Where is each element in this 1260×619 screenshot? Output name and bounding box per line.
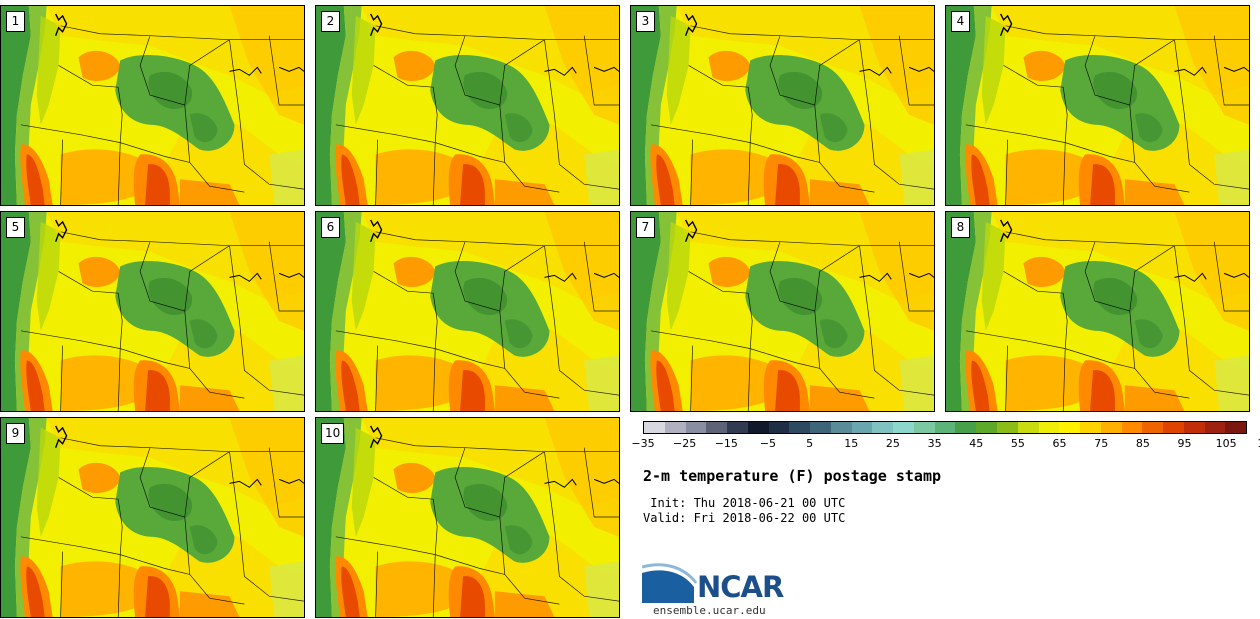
site-url: ensemble.ucar.edu [653,604,766,617]
chart-title: 2-m temperature (F) postage stamp [643,467,942,485]
temperature-map [316,212,619,411]
member-number: 7 [636,217,655,238]
temperature-map [946,212,1249,411]
member-number: 4 [951,11,970,32]
member-panel-3: 3 [630,5,935,206]
colorbar-tick-label: −35 [631,437,655,450]
ncar-logo-text: NCAR [697,570,784,604]
member-number: 9 [6,423,25,444]
ncar-logo-swoosh-icon [642,563,698,603]
temperature-map [946,6,1249,205]
colorbar-tick-label: −5 [759,437,777,450]
colorbar-swatch [768,422,790,433]
colorbar-swatch [1225,422,1247,433]
colorbar-tick-label: 115 [1257,437,1260,450]
colorbar-swatch [1038,422,1060,433]
temperature-map [1,418,304,617]
colorbar-swatch [1059,422,1081,433]
colorbar-swatch [830,422,852,433]
member-number: 3 [636,11,655,32]
colorbar-tick-label: 35 [927,437,942,450]
colorbar-tick-label: 55 [1010,437,1025,450]
colorbar-swatch [727,422,748,433]
colorbar-tick-label: 85 [1135,437,1150,450]
colorbar-swatch [913,422,935,433]
colorbar-swatch [976,422,998,433]
colorbar-swatch [1183,422,1205,433]
colorbar-swatch [644,422,665,433]
colorbar-swatch [1204,422,1226,433]
member-panel-8: 8 [945,211,1250,412]
colorbar-tick-label: 105 [1215,437,1237,450]
colorbar-swatch [1142,422,1164,433]
member-number: 6 [321,217,340,238]
colorbar-swatch [851,422,873,433]
colorbar-swatch [1017,422,1039,433]
temperature-map [1,212,304,411]
colorbar-tick-label: 5 [806,437,814,450]
temperature-map [631,6,934,205]
colorbar-swatch [934,422,956,433]
colorbar-tick-label: 25 [885,437,900,450]
colorbar-swatch [1163,422,1184,433]
temperature-colorbar [643,421,1247,434]
member-panel-5: 5 [0,211,305,412]
colorbar-swatch [1100,422,1122,433]
member-panel-4: 4 [945,5,1250,206]
colorbar-tick-label: 45 [969,437,984,450]
colorbar-tick-label: −25 [673,437,697,450]
colorbar-swatch [1121,422,1143,433]
member-panel-2: 2 [315,5,620,206]
colorbar-tick-label: 75 [1094,437,1109,450]
temperature-map [316,418,619,617]
member-number: 2 [321,11,340,32]
member-number: 10 [321,423,345,444]
colorbar-tick-label: 65 [1052,437,1067,450]
member-panel-9: 9 [0,417,305,618]
colorbar-swatch [664,422,686,433]
colorbar-tick-label: −15 [714,437,738,450]
colorbar-swatch [747,422,769,433]
colorbar-swatch [893,422,914,433]
colorbar-tick-label: 95 [1177,437,1192,450]
colorbar-swatch [997,422,1018,433]
colorbar-swatch [706,422,728,433]
member-number: 1 [6,11,25,32]
colorbar-swatch [872,422,894,433]
valid-time: Valid: Fri 2018-06-22 00 UTC [643,511,846,525]
colorbar-swatch [1080,422,1101,433]
temperature-map [1,6,304,205]
colorbar-swatch [810,422,831,433]
colorbar-swatch [789,422,811,433]
member-number: 8 [951,217,970,238]
colorbar-swatch [685,422,707,433]
member-panel-10: 10 [315,417,620,618]
colorbar-tick-label: 15 [844,437,859,450]
temperature-map [631,212,934,411]
colorbar-swatch [955,422,977,433]
member-number: 5 [6,217,25,238]
member-panel-6: 6 [315,211,620,412]
colorbar-tick-labels: −35 −25 −15 −5 5 15 25 35 45 55 65 75 85 95 105 115 [631,437,1260,453]
member-panel-1: 1 [0,5,305,206]
temperature-map [316,6,619,205]
member-panel-7: 7 [630,211,935,412]
init-time: Init: Thu 2018-06-21 00 UTC [643,496,846,510]
